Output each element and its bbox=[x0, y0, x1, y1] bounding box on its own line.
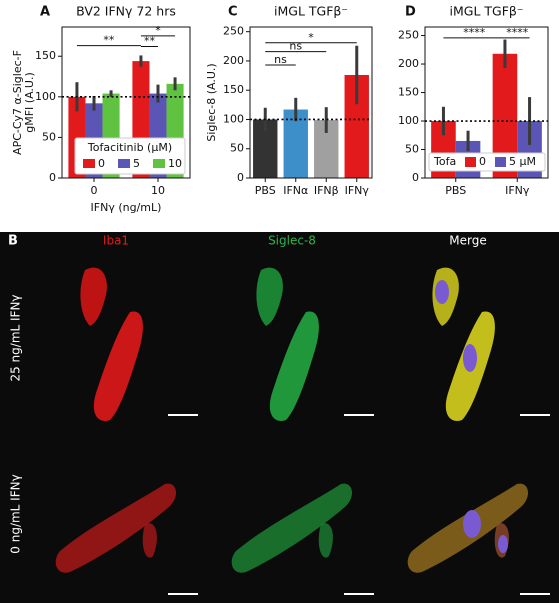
y-axis-label: gMFI (A.U.) bbox=[23, 72, 36, 133]
panel-label: C bbox=[228, 5, 238, 20]
legend-swatch bbox=[465, 157, 476, 167]
image-merge-0 bbox=[407, 483, 550, 595]
micrographs bbox=[55, 267, 550, 595]
y-tick-label: 50 bbox=[405, 143, 419, 156]
y-tick-label: 100 bbox=[223, 112, 244, 125]
legend-label: 10 bbox=[168, 157, 182, 170]
significance-label: **** bbox=[463, 26, 486, 39]
y-tick-label: 150 bbox=[398, 86, 419, 99]
y-tick-label: 100 bbox=[35, 90, 56, 103]
significance-label: ** bbox=[103, 34, 115, 47]
x-tick-label: PBS bbox=[255, 184, 276, 197]
legend-label: 0 bbox=[98, 157, 105, 170]
column-header: Merge bbox=[449, 234, 486, 248]
image-iba1-0 bbox=[55, 483, 198, 595]
y-tick-label: 0 bbox=[237, 171, 244, 184]
y-axis-label: APC-Cy7 α-Siglec-F bbox=[11, 50, 24, 155]
legend-title: Tofacitinib (µM) bbox=[87, 141, 172, 154]
y-tick-label: 100 bbox=[398, 114, 419, 127]
significance-label: ns bbox=[274, 53, 287, 66]
chart-title: iMGL TGFβ⁻ bbox=[450, 4, 524, 19]
image-iba1-25 bbox=[80, 267, 198, 421]
legend-box bbox=[428, 152, 546, 172]
legend-label: 5 bbox=[133, 157, 140, 170]
row-label: 25 ng/mL IFNγ bbox=[9, 294, 23, 381]
image-siglec-0 bbox=[231, 483, 374, 595]
image-siglec-25 bbox=[256, 267, 374, 421]
y-tick-label: 200 bbox=[223, 54, 244, 67]
significance-label: * bbox=[308, 31, 314, 44]
chart-title: BV2 IFNγ 72 hrs bbox=[76, 4, 176, 19]
y-tick-label: 50 bbox=[42, 130, 56, 143]
y-tick-label: 0 bbox=[49, 171, 56, 184]
y-tick-label: 150 bbox=[223, 83, 244, 96]
x-tick-label: IFNβ bbox=[314, 184, 339, 197]
y-tick-label: 0 bbox=[412, 171, 419, 184]
legend-swatch bbox=[495, 157, 506, 167]
x-tick-label: PBS bbox=[445, 184, 466, 197]
x-tick-label: 10 bbox=[151, 184, 165, 197]
row-label: 0 ng/mL IFNγ bbox=[9, 474, 23, 553]
x-tick-label: 0 bbox=[91, 184, 98, 197]
significance-label: **** bbox=[506, 26, 529, 39]
axes-frame bbox=[249, 26, 373, 179]
legend-label: 5 µM bbox=[509, 155, 536, 168]
x-axis-label: IFNγ (ng/mL) bbox=[91, 201, 162, 214]
significance-label: * bbox=[155, 24, 161, 37]
axes-frame bbox=[61, 26, 191, 179]
significance-label: ns bbox=[289, 40, 302, 53]
y-tick-label: 250 bbox=[398, 29, 419, 42]
y-tick-label: 50 bbox=[230, 142, 244, 155]
legend-label: 0 bbox=[479, 155, 486, 168]
x-tick-label: IFNγ bbox=[345, 184, 370, 197]
x-tick-label: IFNγ bbox=[505, 184, 530, 197]
panel-label: A bbox=[40, 5, 50, 20]
y-tick-label: 200 bbox=[398, 57, 419, 70]
legend-swatch bbox=[83, 159, 95, 168]
y-tick-label: 150 bbox=[35, 49, 56, 62]
y-axis-label: Siglec-8 (A.U.) bbox=[205, 63, 218, 141]
column-header: Siglec-8 bbox=[268, 234, 316, 248]
significance-label: ** bbox=[144, 34, 156, 47]
column-header: Iba1 bbox=[103, 234, 129, 248]
x-tick-label: IFNα bbox=[283, 184, 308, 197]
panel-label: B bbox=[8, 234, 18, 249]
chart-title: iMGL TGFβ⁻ bbox=[274, 4, 348, 19]
legend-swatch bbox=[153, 159, 165, 168]
legend-title: Tofa bbox=[433, 155, 456, 168]
image-merge-25 bbox=[432, 267, 550, 421]
panel-label: D bbox=[405, 5, 416, 20]
axes-frame bbox=[424, 26, 549, 179]
y-tick-label: 250 bbox=[223, 25, 244, 38]
legend-swatch bbox=[118, 159, 130, 168]
